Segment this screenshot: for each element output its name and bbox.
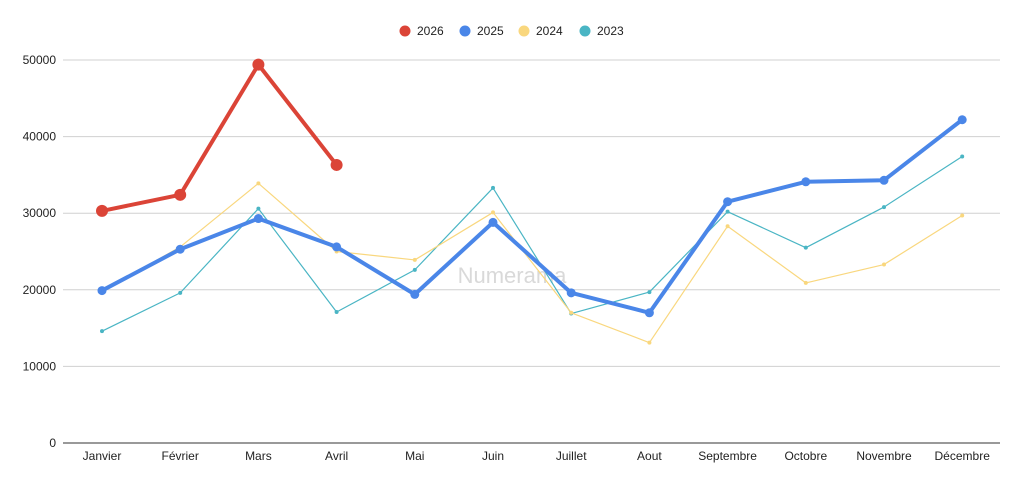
legend-label: 2023	[597, 24, 624, 38]
legend-swatch	[399, 25, 411, 37]
data-point	[96, 204, 108, 217]
legend-item-2026: 2026	[399, 24, 444, 38]
data-point	[960, 154, 965, 159]
x-tick-label: Septembre	[698, 449, 757, 463]
series-line-2026	[100, 62, 339, 213]
data-point	[801, 177, 811, 187]
data-point	[879, 175, 889, 185]
data-point	[412, 267, 417, 272]
y-tick-label: 50000	[23, 53, 57, 67]
legend-item-2025: 2025	[459, 24, 504, 38]
series-2024	[100, 181, 965, 345]
data-point	[725, 209, 730, 214]
legend-swatch	[518, 25, 530, 37]
data-point	[723, 197, 733, 207]
series-line-2025	[100, 117, 965, 315]
data-point	[803, 280, 808, 285]
data-point	[647, 340, 652, 345]
legend-swatch	[579, 25, 591, 37]
data-point	[178, 290, 183, 295]
legend-label: 2024	[536, 24, 563, 38]
legend-item-2023: 2023	[579, 24, 624, 38]
data-point	[491, 210, 495, 215]
data-point	[412, 257, 417, 262]
x-tick-label: Décembre	[935, 449, 991, 463]
legend-swatch	[459, 25, 471, 37]
data-point	[175, 244, 185, 254]
x-tick-label: Octobre	[784, 449, 827, 463]
gridlines	[63, 59, 1000, 444]
data-point	[647, 290, 652, 295]
data-point	[256, 181, 261, 186]
y-tick-label: 20000	[23, 283, 57, 297]
data-point	[488, 217, 498, 227]
data-point	[644, 308, 654, 318]
data-point	[253, 214, 263, 224]
data-point	[882, 205, 886, 210]
data-point	[725, 224, 730, 229]
series-layer	[96, 58, 967, 345]
legend-item-2024: 2024	[518, 24, 563, 38]
data-point	[569, 310, 574, 315]
x-tick-label: Aout	[637, 449, 662, 463]
x-tick-label: Février	[162, 449, 199, 463]
x-tick-label: Novembre	[856, 449, 912, 463]
y-tick-label: 0	[49, 436, 56, 450]
x-tick-label: Mars	[245, 449, 272, 463]
data-point	[410, 289, 420, 299]
x-tick-label: Juillet	[556, 449, 587, 463]
x-tick-label: Mai	[405, 449, 424, 463]
y-axis-ticks: 0 10000 20000 30000 40000 50000	[23, 53, 57, 450]
data-point	[100, 329, 104, 334]
x-axis-ticks: Janvier Février Mars Avril Mai Juin Juillet Aou…	[83, 449, 991, 463]
series-2026	[96, 58, 343, 217]
y-tick-label: 10000	[23, 359, 57, 373]
y-tick-label: 40000	[23, 130, 57, 144]
data-point	[256, 206, 261, 211]
data-point	[803, 245, 808, 250]
y-tick-label: 30000	[23, 206, 57, 220]
legend-label: 2026	[417, 24, 444, 38]
data-point	[882, 262, 886, 267]
data-point	[334, 310, 339, 315]
x-tick-label: Juin	[482, 449, 504, 463]
data-point	[174, 188, 187, 201]
data-point	[957, 115, 967, 125]
x-tick-label: Janvier	[83, 449, 122, 463]
data-point	[566, 288, 576, 298]
series-line-2024	[101, 182, 963, 344]
data-point	[332, 242, 342, 252]
data-point	[330, 158, 343, 171]
series-2025	[97, 115, 967, 318]
legend: 2026 2025 2024 2023	[399, 24, 624, 38]
data-point	[252, 58, 265, 71]
data-point	[960, 213, 965, 218]
data-point	[97, 286, 107, 296]
data-point	[491, 185, 495, 190]
x-tick-label: Avril	[325, 449, 348, 463]
legend-label: 2025	[477, 24, 504, 38]
